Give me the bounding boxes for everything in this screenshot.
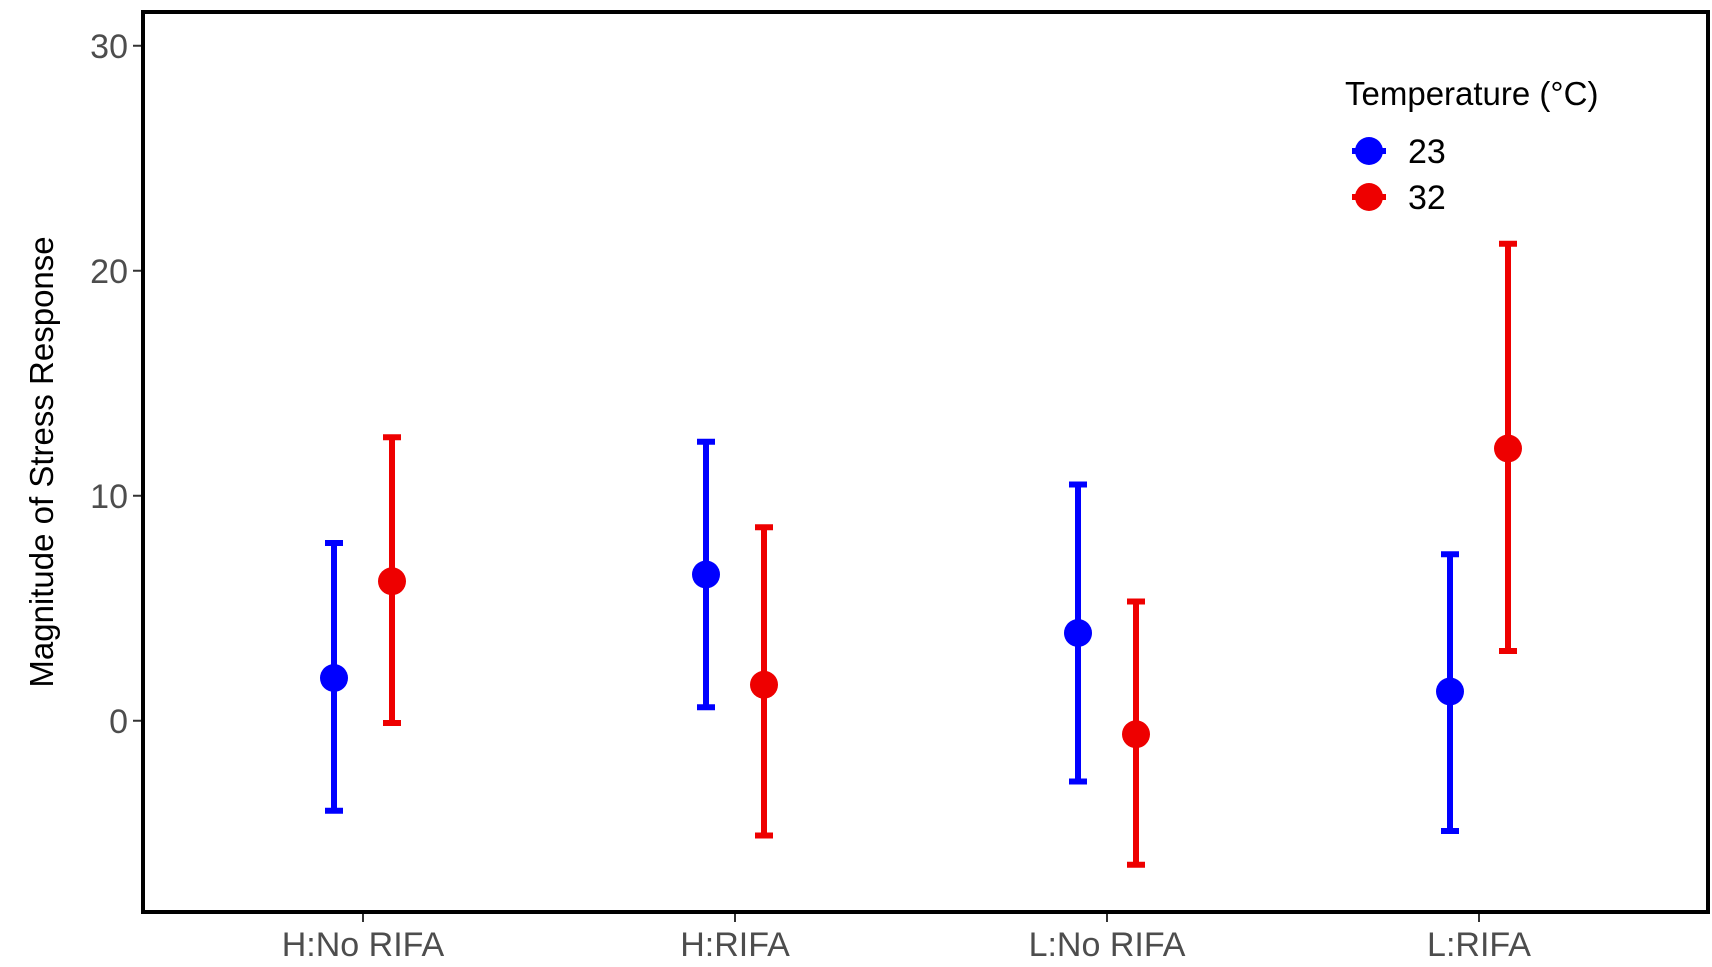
x-tick-label: L:No RIFA: [1029, 926, 1186, 964]
y-axis-title: Magnitude of Stress Response: [23, 236, 60, 687]
axis-ticks: 0 10 20 30 H:No RIFA H:RIFA L:No RIFA L:RIFA: [90, 28, 1531, 964]
x-tick-label: H:RIFA: [680, 926, 790, 964]
y-tick-label: 20: [90, 253, 128, 291]
y-tick-label: 30: [90, 28, 128, 66]
y-tick-label: 0: [109, 703, 128, 741]
data-point: [1064, 619, 1092, 647]
data-point: [378, 567, 406, 596]
data-point: [1436, 677, 1464, 706]
data-point: [320, 664, 348, 692]
legend-title: Temperature (°C): [1345, 75, 1598, 112]
y-tick-label: 10: [90, 478, 128, 516]
legend-label: 32: [1408, 179, 1446, 217]
plot-panel-border: [141, 10, 1710, 914]
data-point: [1494, 434, 1522, 463]
x-tick-label: L:RIFA: [1427, 926, 1531, 964]
legend-key-point: [1355, 183, 1383, 211]
data-point: [750, 670, 778, 699]
data-point: [692, 560, 720, 589]
legend-label: 23: [1408, 133, 1446, 171]
data-marks: [320, 240, 1522, 868]
legend-key-point: [1355, 137, 1383, 165]
data-point: [1122, 720, 1150, 749]
x-tick-label: H:No RIFA: [282, 926, 445, 964]
